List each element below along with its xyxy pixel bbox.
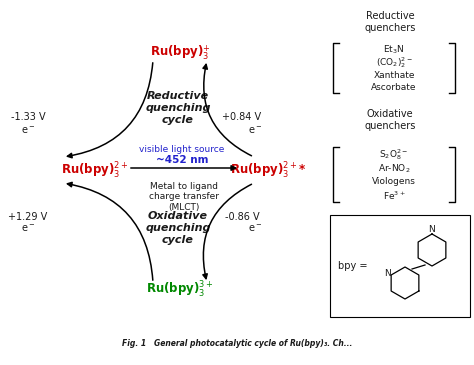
Text: Reductive
quenching
cycle: Reductive quenching cycle: [145, 91, 211, 124]
FancyArrowPatch shape: [67, 182, 153, 280]
Text: Metal to ligand
charge transfer
(MLCT): Metal to ligand charge transfer (MLCT): [149, 182, 219, 212]
Text: +0.84 V: +0.84 V: [222, 112, 262, 122]
Text: Et$_3$N: Et$_3$N: [383, 44, 405, 56]
Text: Ascorbate: Ascorbate: [371, 83, 417, 92]
Text: Fe$^{3+}$: Fe$^{3+}$: [383, 189, 405, 202]
FancyArrowPatch shape: [67, 63, 153, 158]
Text: N: N: [384, 269, 391, 277]
Text: Ru(bpy)$_3^{3+}$: Ru(bpy)$_3^{3+}$: [146, 280, 214, 300]
Text: visible light source: visible light source: [139, 146, 225, 154]
Text: -1.33 V: -1.33 V: [11, 112, 46, 122]
Text: Xanthate: Xanthate: [373, 70, 415, 80]
Text: +1.29 V: +1.29 V: [9, 212, 47, 222]
Text: Ru(bpy)$_3^{2+}$*: Ru(bpy)$_3^{2+}$*: [230, 161, 306, 181]
Text: (CO$_2$)$_2^{2-}$: (CO$_2$)$_2^{2-}$: [376, 55, 412, 70]
Text: e$^-$: e$^-$: [248, 126, 262, 137]
Text: Reductive
quenchers: Reductive quenchers: [365, 11, 416, 33]
Text: e$^-$: e$^-$: [248, 223, 262, 234]
Text: Viologens: Viologens: [372, 177, 416, 187]
Text: bpy =: bpy =: [338, 261, 367, 271]
Text: Ru(bpy)$_3^{2+}$: Ru(bpy)$_3^{2+}$: [61, 161, 129, 181]
Text: ~452 nm: ~452 nm: [156, 155, 208, 165]
Text: N: N: [428, 226, 436, 234]
FancyArrowPatch shape: [203, 64, 252, 156]
Text: e$^-$: e$^-$: [21, 124, 35, 135]
FancyArrowPatch shape: [203, 184, 252, 278]
Text: Fig. 1   General photocatalytic cycle of Ru(bpy)₃. Ch...: Fig. 1 General photocatalytic cycle of R…: [122, 338, 352, 347]
Text: -0.86 V: -0.86 V: [225, 212, 259, 222]
Text: Oxidative
quenching
cycle: Oxidative quenching cycle: [145, 211, 211, 245]
Text: Ru(bpy)$_3^{+}$: Ru(bpy)$_3^{+}$: [150, 43, 210, 62]
Text: Oxidative
quenchers: Oxidative quenchers: [365, 109, 416, 131]
Text: S$_2$O$_8^{2-}$: S$_2$O$_8^{2-}$: [380, 147, 409, 162]
FancyBboxPatch shape: [330, 215, 470, 317]
Text: e$^-$: e$^-$: [21, 223, 35, 234]
Text: Ar-NO$_2$: Ar-NO$_2$: [378, 162, 410, 175]
